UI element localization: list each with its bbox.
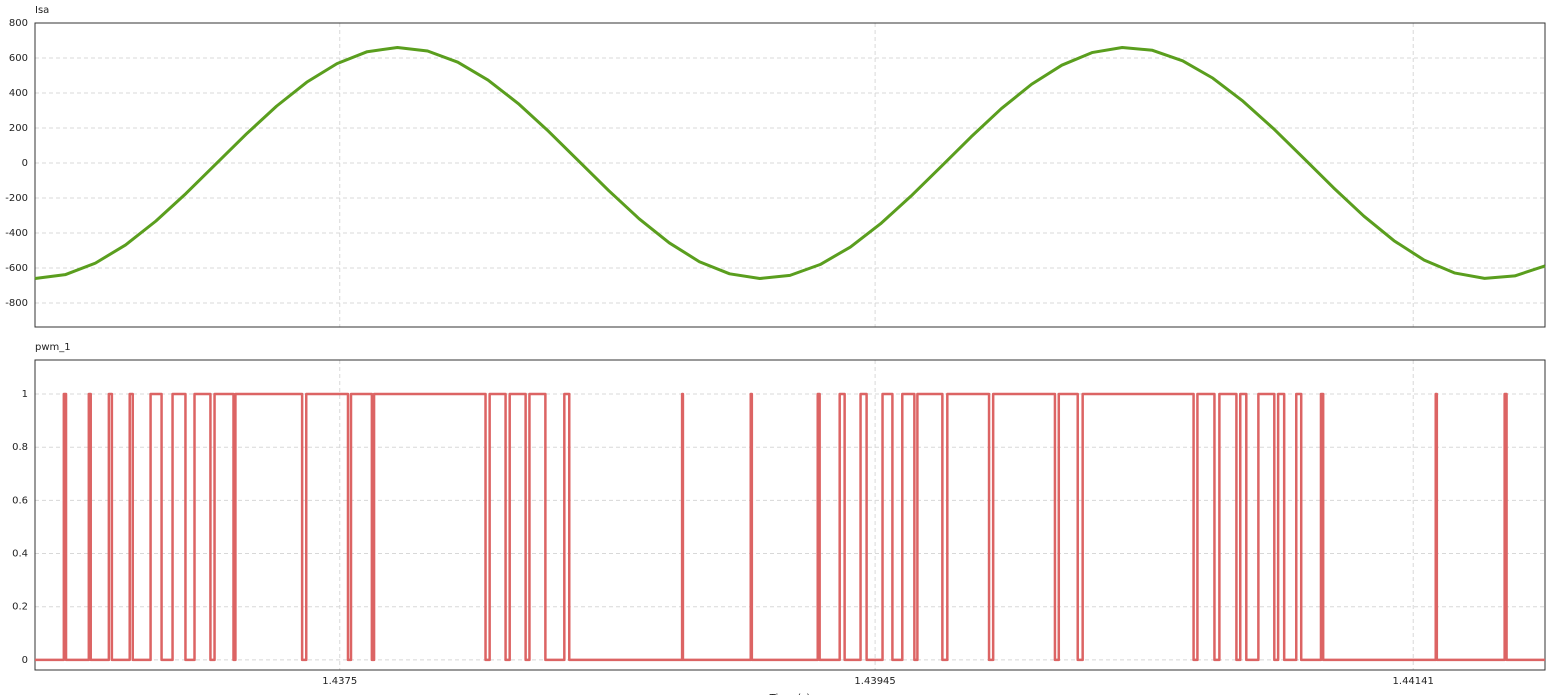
plot-frame — [34, 22, 1546, 328]
plot-frame — [34, 359, 1546, 671]
y-tick-label: 800 — [9, 18, 28, 29]
data-line — [34, 46, 1546, 281]
y-tick-label: 0 — [22, 158, 28, 169]
y-tick-label: -600 — [5, 263, 28, 274]
y-tick-label: 200 — [9, 123, 28, 134]
y-tick-label: 0 — [22, 655, 28, 666]
step-line — [35, 392, 1545, 662]
x-tick-label: 1.44141 — [1393, 676, 1434, 687]
y-tick-label: 1 — [22, 389, 28, 400]
y-tick-label: 600 — [9, 53, 28, 64]
y-tick-label: -800 — [5, 298, 28, 309]
plot-title: pwm_1 — [35, 342, 71, 353]
y-tick-label: 0.8 — [12, 442, 28, 453]
x-tick-label: 1.43945 — [854, 676, 895, 687]
y-tick-label: 0.4 — [12, 549, 28, 560]
y-tick-label: 0.6 — [12, 495, 28, 506]
y-tick-label: -200 — [5, 193, 28, 204]
x-tick-label: 1.4375 — [322, 676, 357, 687]
y-tick-label: 400 — [9, 88, 28, 99]
y-tick-label: -400 — [5, 228, 28, 239]
x-axis-label: Time (s) — [769, 693, 811, 695]
plot-title: Isa — [35, 5, 49, 16]
y-tick-label: 0.2 — [12, 602, 28, 613]
